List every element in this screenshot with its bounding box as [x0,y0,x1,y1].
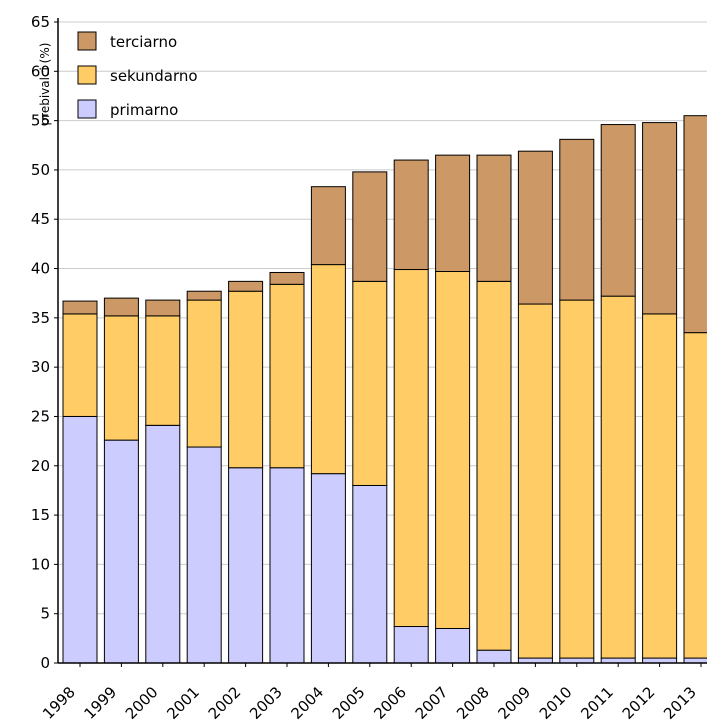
y-tick-label: 5 [40,605,50,623]
y-tick-label: 40 [31,260,50,278]
bar-sekundarno-2011 [600,295,636,659]
bar-terciarno-2006 [393,159,429,271]
bar-sekundarno-2004 [310,264,346,475]
y-tick-labels: 0 5 10 15 20 25 30 35 40 45 50 55 60 65 [31,13,50,672]
bar-sekundarno-2007 [435,270,471,629]
bars [62,115,707,664]
x-tick-labels: 1998 1999 2000 2001 2002 2003 2004 2005 2006 2007… [39,683,700,723]
y-tick-label: 15 [31,506,50,524]
y-tick-label: 0 [40,654,50,672]
bar-primarno-2003 [269,467,305,664]
x-tick-label: 2007 [412,683,452,723]
y-tick-label: 20 [31,457,50,475]
bar-terciarno-2001 [186,290,222,301]
bar-sekundarno-2003 [269,283,305,469]
bar-sekundarno-2010 [559,299,595,659]
bar-primarno-2006 [393,626,429,664]
bar-sekundarno-2002 [228,290,264,469]
bar-sekundarno-2005 [352,280,388,486]
y-tick-label: 65 [31,13,50,31]
bar-terciarno-2004 [310,186,346,266]
bar-terciarno-2008 [476,154,512,282]
bar-primarno-2007 [435,627,471,664]
bar-primarno-2000 [145,424,181,664]
y-tick-label: 55 [31,112,50,130]
y-tick-label: 25 [31,407,50,425]
x-tick-label: 2003 [246,683,286,723]
bar-terciarno-2003 [269,271,305,285]
bar-primarno-1998 [62,415,98,664]
bar-terciarno-2000 [145,299,181,317]
x-tick-label: 2011 [577,683,617,723]
bar-sekundarno-2012 [642,313,678,659]
legend: terciarno sekundarno primarno [77,31,198,119]
bar-sekundarno-2000 [145,315,181,426]
legend-swatch-primarno [77,99,97,119]
x-tick-label: 2000 [122,683,162,723]
bar-terciarno-2009 [517,150,553,305]
x-tick-label: 2012 [619,683,659,723]
bar-terciarno-1999 [103,297,139,317]
bar-terciarno-2010 [559,138,595,301]
bar-primarno-2008 [476,649,512,664]
legend-swatch-terciarno [77,31,97,51]
x-tick-label: 2002 [205,683,245,723]
y-tick-label: 50 [31,161,50,179]
bar-terciarno-2013 [683,115,707,334]
x-tick-label: 2009 [494,683,534,723]
bar-sekundarno-2001 [186,299,222,448]
bar-sekundarno-1999 [103,315,139,441]
bar-terciarno-2002 [228,280,264,292]
x-tick-label: 2001 [163,683,203,723]
x-tick-label: 2005 [329,683,369,723]
x-tick-label: 2006 [370,683,410,723]
x-tick-label: 2013 [660,683,700,723]
bar-terciarno-2012 [642,122,678,315]
bar-primarno-1999 [103,439,139,664]
axes [54,18,707,667]
y-tick-label: 45 [31,210,50,228]
legend-swatch-sekundarno [77,65,97,85]
bar-terciarno-2005 [352,171,388,282]
legend-label-primarno: primarno [110,101,178,119]
x-tick-label: 2008 [453,683,493,723]
y-tick-label: 35 [31,309,50,327]
bar-primarno-2004 [310,473,346,664]
legend-label-terciarno: terciarno [110,33,177,51]
y-tick-label: 10 [31,555,50,573]
x-tick-label: 2010 [536,683,576,723]
bar-sekundarno-2008 [476,280,512,651]
bar-sekundarno-2013 [683,332,707,659]
y-axis-label: prebivalci (%) [38,43,52,126]
bar-primarno-2002 [228,467,264,664]
bar-terciarno-2007 [435,154,471,272]
bar-sekundarno-2009 [517,303,553,659]
bar-terciarno-2011 [600,124,636,297]
bar-primarno-2001 [186,446,222,664]
y-tick-label: 30 [31,358,50,376]
bar-sekundarno-2006 [393,269,429,628]
bar-sekundarno-1998 [62,313,98,417]
bar-terciarno-1998 [62,300,98,315]
x-tick-label: 1999 [80,683,120,723]
bar-primarno-2005 [352,484,388,664]
legend-label-sekundarno: sekundarno [110,67,198,85]
y-tick-label: 60 [31,62,50,80]
x-tick-label: 2004 [287,683,327,723]
x-tick-label: 1998 [39,683,79,723]
